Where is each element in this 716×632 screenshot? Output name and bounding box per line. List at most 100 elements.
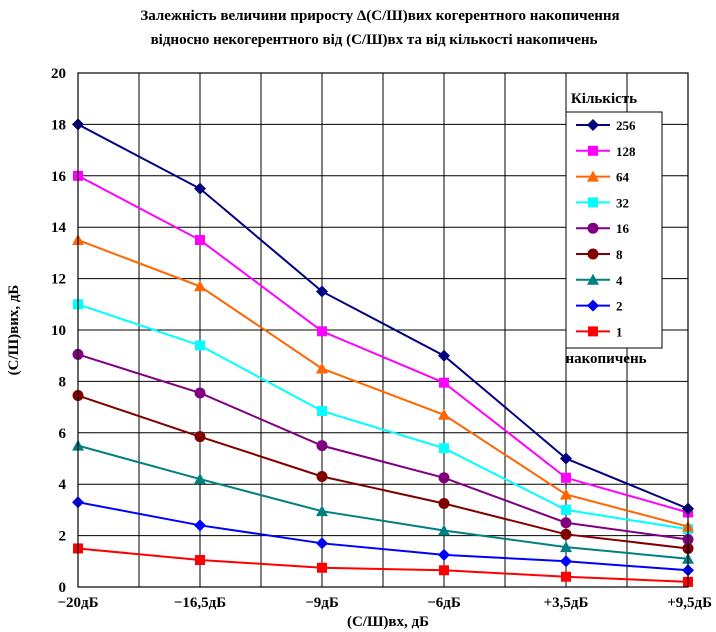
legend-item-64: 64	[576, 170, 630, 185]
series-256	[72, 118, 694, 515]
data-point-64	[560, 488, 572, 500]
x-tick-label: +3,5дБ	[544, 595, 589, 611]
x-tick-label: −6дБ	[427, 595, 461, 611]
legend-label: 8	[616, 247, 623, 262]
legend-footer: накопичень	[565, 351, 646, 367]
legend-item-128: 128	[576, 144, 636, 159]
chart-title-line-1: Залежність величини приросту Δ(С/Ш)вих к…	[140, 8, 619, 24]
legend-item-256: 256	[576, 118, 636, 133]
legend-swatch-marker	[587, 222, 599, 234]
data-point-8	[194, 431, 206, 443]
data-point-1	[317, 562, 327, 573]
data-point-32	[561, 504, 571, 515]
series-line-8	[77, 394, 689, 550]
data-point-64	[438, 408, 450, 420]
legend-item-8: 8	[576, 247, 623, 262]
chart-title-line-2: відносно некогерентного від (С/Ш)вх та в…	[151, 32, 598, 48]
legend: Кількість 256 128 64 32 16 8 4 2 1 накопичень	[565, 91, 663, 367]
data-point-256	[560, 452, 572, 465]
series-line-2	[77, 501, 689, 572]
series-line-1	[77, 547, 689, 583]
data-point-16	[438, 472, 450, 484]
legend-swatch-marker	[587, 170, 599, 182]
y-tick-label: 8	[59, 374, 67, 390]
legend-item-4: 4	[576, 273, 623, 288]
legend-swatch-marker	[587, 299, 599, 312]
y-tick-label: 12	[51, 272, 66, 288]
data-point-256	[194, 182, 206, 195]
x-tick-label: +9,5дБ	[667, 595, 712, 611]
series-line-256	[77, 123, 689, 510]
data-point-8	[438, 497, 450, 509]
y-axis-label: (С/Ш)вих, дБ	[6, 285, 22, 376]
data-point-16	[316, 440, 328, 452]
legend-label: 2	[616, 299, 623, 314]
data-point-4	[316, 505, 328, 517]
legend-item-32: 32	[576, 195, 629, 210]
data-point-16	[560, 517, 572, 529]
data-point-64	[194, 280, 206, 292]
legend-item-1: 1	[576, 324, 623, 339]
legend-swatch-marker	[587, 248, 599, 260]
series-line-16	[77, 353, 689, 541]
data-point-4	[438, 524, 450, 536]
legend-swatch-marker	[587, 273, 599, 285]
data-point-16	[194, 387, 206, 399]
legend-item-2: 2	[576, 299, 623, 314]
y-tick-labels: 0 2 4 6 8 10 12 14 16 18 20	[51, 66, 67, 596]
legend-title: Кількість	[571, 91, 637, 107]
legend-swatch-marker	[588, 197, 598, 208]
legend-label: 4	[616, 273, 623, 288]
legend-label: 256	[616, 118, 636, 133]
data-point-128	[561, 472, 571, 483]
x-tick-label: −9дБ	[305, 595, 339, 611]
data-point-2	[438, 548, 450, 561]
data-point-2	[194, 519, 206, 532]
legend-label: 16	[616, 221, 630, 236]
data-point-256	[438, 349, 450, 362]
data-point-128	[439, 377, 449, 388]
y-tick-label: 4	[59, 477, 67, 493]
series-line-4	[77, 444, 689, 560]
legend-label: 1	[616, 324, 623, 339]
x-tick-labels: −20дБ −16,5дБ −9дБ −6дБ +3,5дБ +9,5дБ	[57, 595, 712, 611]
data-point-128	[195, 235, 205, 246]
y-tick-label: 16	[51, 169, 67, 185]
series-line-128	[77, 174, 689, 514]
legend-box	[565, 111, 663, 349]
x-tick-label: −20дБ	[57, 595, 98, 611]
series-16	[72, 348, 694, 545]
legend-item-16: 16	[576, 221, 630, 236]
y-tick-label: 20	[51, 66, 66, 82]
data-point-4	[560, 541, 572, 553]
legend-swatch-marker	[588, 326, 598, 337]
y-tick-label: 14	[51, 220, 67, 236]
data-point-32	[195, 340, 205, 351]
legend-label: 128	[616, 144, 636, 159]
series-line-32	[77, 303, 689, 531]
data-point-2	[316, 537, 328, 550]
x-tick-label: −16,5дБ	[174, 595, 226, 611]
y-tick-label: 2	[59, 529, 67, 545]
series-4	[72, 439, 694, 564]
data-point-64	[316, 362, 328, 374]
legend-swatch-marker	[587, 119, 599, 131]
data-point-1	[561, 571, 571, 582]
legend-items: 256 128 64 32 16 8 4 2 1	[576, 118, 636, 339]
data-point-8	[316, 470, 328, 482]
data-point-4	[194, 473, 206, 485]
legend-label: 32	[616, 195, 629, 210]
legend-swatch-marker	[588, 145, 598, 156]
data-point-1	[195, 555, 205, 566]
series-2	[72, 496, 694, 577]
data-point-32	[317, 405, 327, 416]
data-point-1	[439, 565, 449, 576]
data-point-128	[317, 326, 327, 337]
data-point-2	[560, 555, 572, 568]
data-point-8	[560, 528, 572, 540]
legend-label: 64	[616, 170, 630, 185]
series-line-64	[77, 239, 689, 528]
x-axis-label: (С/Ш)вх, дБ	[347, 614, 429, 630]
y-tick-label: 0	[59, 580, 67, 596]
